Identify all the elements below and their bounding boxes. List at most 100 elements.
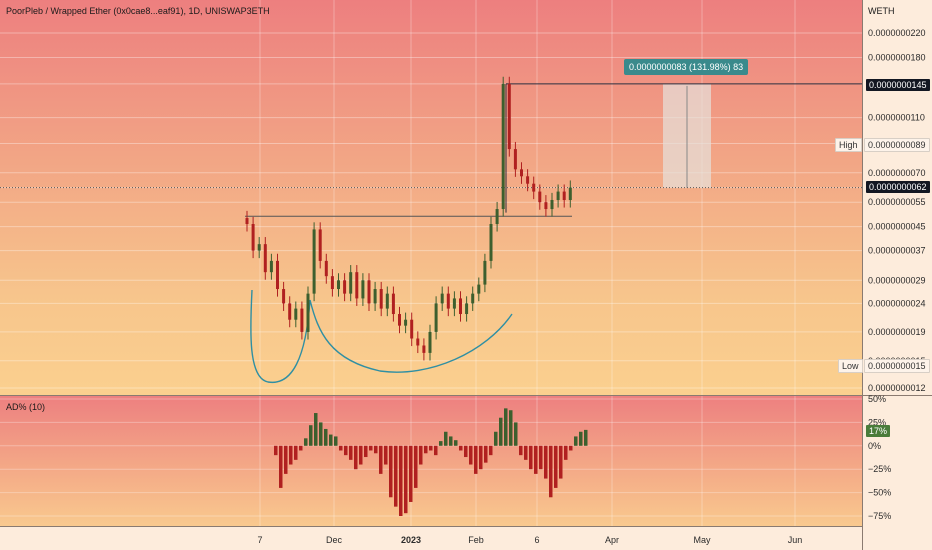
- indicator-bar: [539, 445, 543, 470]
- indicator-bar: [309, 425, 313, 446]
- cup-drawing: [250, 289, 513, 383]
- candle-body: [282, 289, 286, 304]
- price-tick-label: 0.0000000037: [868, 246, 926, 256]
- indicator-bar: [399, 445, 403, 516]
- high-label-tag: High: [835, 138, 862, 152]
- time-tick-label: May: [693, 535, 711, 545]
- candle-body: [495, 209, 499, 225]
- indicator-bar: [349, 445, 353, 460]
- measure-tooltip: 0.0000000083 (131.98%) 83: [624, 59, 749, 75]
- indicator-bar: [529, 445, 533, 470]
- candle-body: [300, 308, 304, 332]
- candle-body: [263, 244, 267, 273]
- price-tick-label: 0.0000000110: [868, 113, 925, 123]
- candle-body: [544, 202, 548, 210]
- indicator-bar: [514, 422, 518, 446]
- candle-body: [367, 280, 371, 304]
- indicator-bar: [534, 445, 538, 474]
- candle-body: [312, 229, 316, 294]
- candle-body: [416, 338, 420, 346]
- indicator-bar: [544, 445, 548, 479]
- indicator-bar: [324, 428, 328, 446]
- candle-body: [568, 187, 572, 200]
- candle-body: [532, 183, 536, 192]
- indicator-bar: [384, 445, 388, 465]
- indicator-bar: [389, 445, 393, 498]
- indicator-bars: [274, 408, 588, 516]
- candle-body: [361, 280, 365, 299]
- candle-body: [471, 293, 475, 304]
- indicator-bar: [299, 445, 303, 451]
- time-tick-label: Feb: [468, 535, 484, 545]
- indicator-bar: [449, 436, 453, 446]
- indicator-bar: [279, 445, 283, 488]
- candle-body: [337, 280, 340, 290]
- indicator-pane[interactable]: [0, 396, 862, 526]
- candle-body: [440, 293, 444, 304]
- time-tick-label: 2023: [401, 535, 421, 545]
- candle-body: [501, 83, 505, 210]
- indicator-bar: [434, 445, 438, 456]
- candle-body: [550, 199, 554, 210]
- candle-body: [391, 293, 395, 315]
- indicator-bar: [404, 445, 408, 514]
- candle-body: [373, 289, 377, 304]
- indicator-bar: [354, 445, 358, 470]
- indicator-tick-label: 0%: [868, 441, 881, 451]
- price-tick-label: 0.0000000024: [868, 298, 926, 308]
- indicator-bar: [364, 445, 368, 458]
- indicator-bar: [444, 431, 448, 446]
- indicator-bar: [559, 445, 563, 479]
- indicator-bar: [334, 436, 338, 446]
- candle-body: [385, 293, 389, 309]
- candle-body: [428, 331, 432, 353]
- indicator-bar: [294, 445, 298, 460]
- time-scale[interactable]: [0, 527, 862, 550]
- indicator-bar: [339, 445, 343, 451]
- indicator-bar: [509, 410, 513, 446]
- indicator-bar: [419, 445, 423, 465]
- indicator-bar: [289, 445, 293, 465]
- indicator-bar: [584, 429, 588, 446]
- indicator-bar: [414, 445, 418, 488]
- indicator-bar: [494, 431, 498, 446]
- candle-body: [306, 293, 310, 332]
- candle-body: [343, 280, 347, 294]
- indicator-tick-label: −50%: [868, 488, 891, 498]
- price-tick-label: 0.0000000180: [868, 52, 926, 62]
- price-scale[interactable]: [862, 0, 932, 550]
- indicator-bar: [329, 434, 333, 446]
- indicator-bar: [499, 417, 503, 446]
- candle-body: [245, 218, 249, 225]
- indicator-bar: [479, 445, 483, 470]
- candle-body: [318, 229, 322, 261]
- high-price-tag: 0.0000000089: [864, 138, 930, 152]
- cup-curve: [250, 289, 513, 383]
- candle-body: [269, 260, 273, 273]
- candle-body: [483, 260, 487, 285]
- indicator-tick-label: 25%: [868, 417, 886, 427]
- indicator-title[interactable]: AD% (10): [6, 402, 46, 412]
- chart-title: PoorPleb / Wrapped Ether (0x0cae8...eaf9…: [6, 6, 270, 16]
- indicator-tick-label: 50%: [868, 394, 886, 404]
- indicator-bar: [569, 445, 573, 451]
- candle-body: [434, 303, 438, 332]
- indicator-bar: [554, 445, 558, 488]
- candle-body: [556, 191, 560, 200]
- price-tick-label: 0.0000000012: [868, 383, 926, 393]
- candle-body: [330, 276, 334, 290]
- candle-body: [538, 191, 542, 203]
- candle-body: [398, 314, 401, 326]
- price-tick-label: 0.0000000220: [868, 28, 926, 38]
- candle-body: [489, 224, 493, 261]
- indicator-bar: [464, 445, 468, 458]
- indicator-bar: [574, 436, 578, 446]
- indicator-bar: [274, 445, 278, 456]
- indicator-bar: [504, 408, 508, 446]
- price-unit: WETH: [868, 6, 895, 16]
- price-tick-label: 0.0000000045: [868, 222, 926, 232]
- indicator-bar: [484, 445, 488, 463]
- indicator-bar: [284, 445, 288, 474]
